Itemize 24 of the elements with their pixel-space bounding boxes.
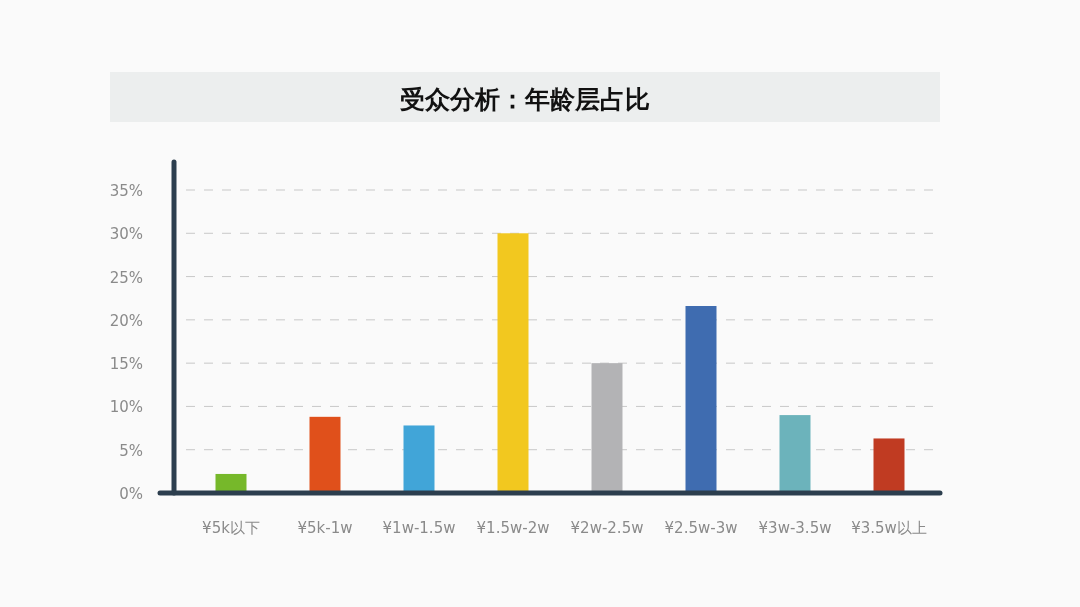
bar (779, 415, 811, 493)
x-tick-label: ¥1w-1.5w (382, 519, 456, 537)
x-tick-label: ¥1.5w-2w (476, 519, 550, 537)
y-tick-label: 35% (109, 182, 143, 200)
bar (403, 425, 435, 493)
y-tick-label: 30% (109, 225, 143, 244)
y-tick-label: 20% (109, 311, 143, 330)
x-tick-label: ¥2.5w-3w (664, 519, 738, 537)
x-tick-label: ¥3w-3.5w (758, 519, 832, 537)
bar (685, 306, 717, 493)
y-tick-label: 25% (109, 268, 143, 287)
chart-title: 受众分析：年龄层占比 (400, 85, 650, 114)
bar (497, 233, 529, 493)
y-tick-label: 5% (119, 441, 143, 460)
y-tick-label: 10% (109, 398, 143, 417)
y-tick-label: 15% (109, 355, 143, 374)
x-tick-label: ¥5k以下 (202, 519, 260, 537)
x-tick-label: ¥2w-2.5w (570, 519, 644, 537)
x-tick-label: ¥5k-1w (297, 519, 353, 537)
x-tick-label: ¥3.5w以上 (851, 519, 927, 537)
bar (309, 416, 341, 493)
y-tick-label: 0% (119, 485, 143, 503)
bar (873, 438, 905, 493)
bar (591, 363, 623, 493)
